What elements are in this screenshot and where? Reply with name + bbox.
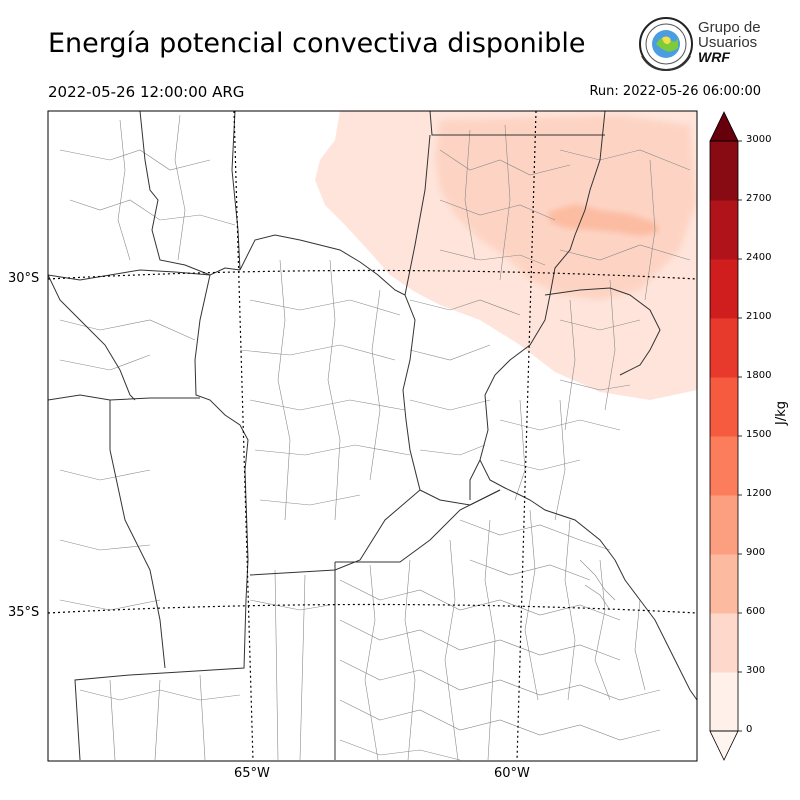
logo-line-1: Grupo de bbox=[698, 19, 761, 36]
meridian-65w bbox=[233, 111, 254, 761]
colorbar-tick-label: 300 bbox=[746, 665, 766, 676]
colorbar-extend-max bbox=[709, 111, 739, 142]
colorbar-extend-min bbox=[709, 730, 739, 761]
province-boundaries bbox=[48, 111, 697, 761]
colorbar-segment bbox=[710, 672, 738, 732]
colorbar-segment bbox=[710, 436, 738, 496]
colorbar-segment bbox=[710, 495, 738, 555]
colorbar-tick-label: 2400 bbox=[746, 252, 772, 263]
colorbar-tick-label: 1800 bbox=[746, 370, 772, 381]
lat-label-35s: 35°S bbox=[8, 605, 40, 620]
colorbar-segment bbox=[710, 318, 738, 378]
lon-label-60w: 60°W bbox=[494, 766, 530, 781]
parallel-35s bbox=[48, 603, 697, 614]
colorbar-ticks bbox=[738, 140, 742, 732]
meridian-60w bbox=[516, 111, 537, 761]
colorbar-segment bbox=[710, 377, 738, 437]
map-title: Energía potencial convectiva disponible bbox=[48, 28, 586, 59]
colorbar-unit-label: J/kg bbox=[774, 401, 789, 425]
colorbar-segment bbox=[710, 554, 738, 614]
run-time: Run: 2022-05-26 06:00:00 bbox=[589, 84, 761, 99]
valid-time: 2022-05-26 12:00:00 ARG bbox=[48, 83, 245, 101]
map-frame bbox=[47, 110, 698, 762]
graticule bbox=[48, 111, 697, 761]
colorbar-tick-label: 900 bbox=[746, 547, 766, 558]
logo-text: Grupo de Usuarios WRF bbox=[698, 20, 761, 65]
logo-seal-icon bbox=[639, 17, 693, 72]
colorbar-tick-label: 2100 bbox=[746, 311, 772, 322]
lon-label-65w: 65°W bbox=[234, 766, 270, 781]
lat-label-30s: 30°S bbox=[8, 271, 40, 286]
parallel-30s bbox=[48, 269, 697, 280]
department-boundaries bbox=[59, 114, 691, 761]
colorbar-tick-label: 0 bbox=[746, 724, 753, 735]
colorbar-tick-label: 1500 bbox=[746, 429, 772, 440]
colorbar-tick-label: 2700 bbox=[746, 193, 772, 204]
colorbar bbox=[709, 111, 742, 761]
logo: Grupo de Usuarios WRF bbox=[638, 16, 763, 74]
logo-line-2: Usuarios bbox=[698, 34, 758, 51]
colorbar-segment bbox=[710, 613, 738, 673]
cape-contour-600-900 bbox=[548, 204, 660, 236]
colorbar-tick-label: 1200 bbox=[746, 488, 772, 499]
colorbar-segment bbox=[710, 259, 738, 319]
colorbar-segments bbox=[710, 141, 738, 732]
colorbar-tick-label: 600 bbox=[746, 606, 766, 617]
logo-line-3: WRF bbox=[698, 49, 730, 65]
colorbar-segment bbox=[710, 141, 738, 201]
colorbar-segment bbox=[710, 200, 738, 260]
colorbar-tick-label: 3000 bbox=[746, 134, 772, 145]
